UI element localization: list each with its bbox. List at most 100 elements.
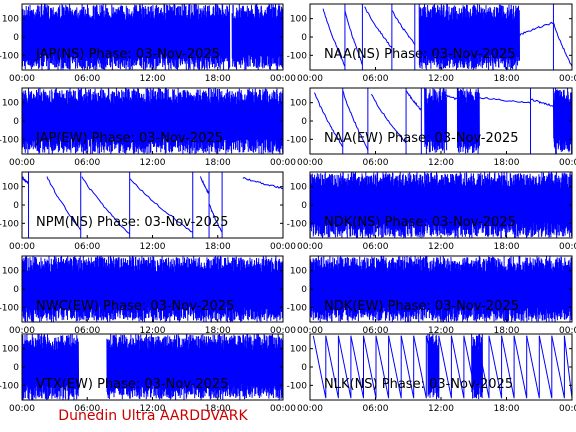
x-tick-label: 12:00 xyxy=(140,242,166,252)
x-tick-label: 06:00 xyxy=(363,404,389,414)
panel-title: NAA(EW) Phase: 03-Nov-2025 xyxy=(324,131,519,146)
y-tick-label: 100 xyxy=(290,345,307,355)
x-tick-label: 06:00 xyxy=(74,158,100,168)
y-tick-label: -100 xyxy=(287,219,308,229)
ramp-segment xyxy=(46,176,82,231)
x-tick-label: 00:00 xyxy=(559,158,576,168)
sawtooth-segment xyxy=(438,335,452,399)
y-tick-label: 0 xyxy=(301,117,307,127)
y-tick-label: -100 xyxy=(0,219,19,229)
y-tick-label: 100 xyxy=(2,99,19,109)
y-tick-label: 100 xyxy=(2,267,19,277)
x-tick-label: 06:00 xyxy=(74,242,100,252)
sawtooth-segment xyxy=(513,335,528,399)
x-tick-label: 18:00 xyxy=(494,242,520,252)
panel-naa-ns: 100 0 -100 00:00 06:00 12:00 18:00 00:00 NAA(NS)… xyxy=(287,3,576,84)
sawtooth-segment xyxy=(337,335,352,399)
sawtooth-segment xyxy=(450,335,465,399)
x-tick-label: 00:00 xyxy=(270,242,296,252)
sawtooth-segment xyxy=(350,335,364,399)
panel-title: NLK(NS) Phase: 03-Nov-2025 xyxy=(324,377,513,392)
ramp-segment xyxy=(519,21,554,37)
ramp-segment xyxy=(242,177,283,189)
x-tick-label: 18:00 xyxy=(205,326,231,336)
y-tick-label: 0 xyxy=(13,117,19,127)
panel-title: NDK(NS) Phase: 03-Nov-2025 xyxy=(324,215,516,230)
sawtooth-segment xyxy=(551,335,565,399)
x-tick-label: 18:00 xyxy=(205,74,231,84)
x-tick-label: 00:00 xyxy=(559,74,576,84)
y-tick-label: 100 xyxy=(290,267,307,277)
panel-jap-ns: 100 0 -100 00:00 06:00 12:00 18:00 00:00 JAP(NS)… xyxy=(0,3,296,84)
trace-naa-ew xyxy=(313,88,572,154)
ramp-segment xyxy=(530,98,556,108)
y-tick-label: -100 xyxy=(0,303,19,313)
x-tick-label: 00:00 xyxy=(270,74,296,84)
dense-trace xyxy=(418,4,520,70)
x-tick-label: 18:00 xyxy=(494,158,520,168)
y-tick-label: 100 xyxy=(290,99,307,109)
dense-trace xyxy=(424,88,448,154)
ramp-segment xyxy=(322,8,346,67)
x-tick-label: 00:00 xyxy=(9,326,35,336)
x-tick-label: 12:00 xyxy=(428,242,454,252)
sawtooth-segment xyxy=(325,335,339,399)
panel-title: NWC(EW) Phase: 03-Nov-2025 xyxy=(36,299,234,314)
ramp-segment xyxy=(405,90,422,111)
x-tick-label: 12:00 xyxy=(140,404,166,414)
panel-title: JAP(EW) Phase: 03-Nov-2025 xyxy=(35,131,223,146)
y-tick-label: 0 xyxy=(301,33,307,43)
x-tick-label: 00:00 xyxy=(297,242,323,252)
sawtooth-segment xyxy=(375,335,390,399)
sawtooth-segment xyxy=(501,335,515,399)
x-tick-label: 12:00 xyxy=(428,326,454,336)
y-tick-label: 0 xyxy=(13,285,19,295)
panel-title: JAP(NS) Phase: 03-Nov-2025 xyxy=(35,47,220,62)
y-tick-label: -100 xyxy=(287,381,308,391)
x-tick-label: 06:00 xyxy=(363,74,389,84)
sawtooth-segment xyxy=(563,335,572,399)
panel-vtx-ew: 100 0 -100 00:00 06:00 12:00 18:00 00:00 VTX(EW)… xyxy=(0,333,296,414)
panel-title: VTX(EW) Phase: 03-Nov-2025 xyxy=(36,377,228,392)
x-tick-label: 06:00 xyxy=(363,242,389,252)
panel-title: NDK(EW) Phase: 03-Nov-2025 xyxy=(324,299,519,314)
sawtooth-segment xyxy=(526,335,540,399)
x-tick-label: 12:00 xyxy=(428,158,454,168)
x-tick-label: 00:00 xyxy=(559,326,576,336)
y-tick-label: 0 xyxy=(301,201,307,211)
ramp-segment xyxy=(208,203,223,233)
x-tick-label: 00:00 xyxy=(297,404,323,414)
y-tick-label: -100 xyxy=(287,51,308,61)
panel-title: NPM(NS) Phase: 03-Nov-2025 xyxy=(36,215,228,230)
x-tick-label: 06:00 xyxy=(74,326,100,336)
x-tick-label: 00:00 xyxy=(297,158,323,168)
sawtooth-segment xyxy=(476,335,490,399)
ramp-segment xyxy=(364,6,393,49)
trace-nlk-ns xyxy=(312,334,572,400)
sawtooth-segment xyxy=(388,335,402,399)
ramp-segment xyxy=(477,97,531,104)
y-tick-label: 100 xyxy=(290,15,307,25)
y-tick-label: -100 xyxy=(0,51,19,61)
x-tick-label: 12:00 xyxy=(140,326,166,336)
y-tick-label: 0 xyxy=(13,201,19,211)
x-tick-label: 18:00 xyxy=(205,158,231,168)
x-tick-label: 18:00 xyxy=(205,242,231,252)
ramp-segment xyxy=(129,178,193,233)
x-tick-label: 12:00 xyxy=(140,74,166,84)
y-tick-label: 100 xyxy=(290,183,307,193)
sawtooth-segment xyxy=(538,335,553,399)
panel-ndk-ns: 100 0 -100 00:00 06:00 12:00 18:00 00:00 NDK(NS)… xyxy=(287,171,576,252)
sawtooth-segment xyxy=(463,335,477,399)
ramp-segment xyxy=(313,92,344,147)
ramp-segment xyxy=(200,176,210,194)
x-tick-label: 00:00 xyxy=(9,74,35,84)
panel-nlk-ns: 100 0 -100 00:00 06:00 12:00 18:00 00:00 NLK(NS)… xyxy=(287,333,576,414)
x-tick-label: 18:00 xyxy=(494,74,520,84)
x-tick-label: 06:00 xyxy=(363,158,389,168)
x-tick-label: 00:00 xyxy=(270,404,296,414)
x-tick-label: 00:00 xyxy=(9,158,35,168)
x-tick-label: 00:00 xyxy=(270,326,296,336)
y-tick-label: -100 xyxy=(287,303,308,313)
panel-jap-ew: 100 0 -100 00:00 06:00 12:00 18:00 00:00 JAP(EW)… xyxy=(0,87,296,168)
